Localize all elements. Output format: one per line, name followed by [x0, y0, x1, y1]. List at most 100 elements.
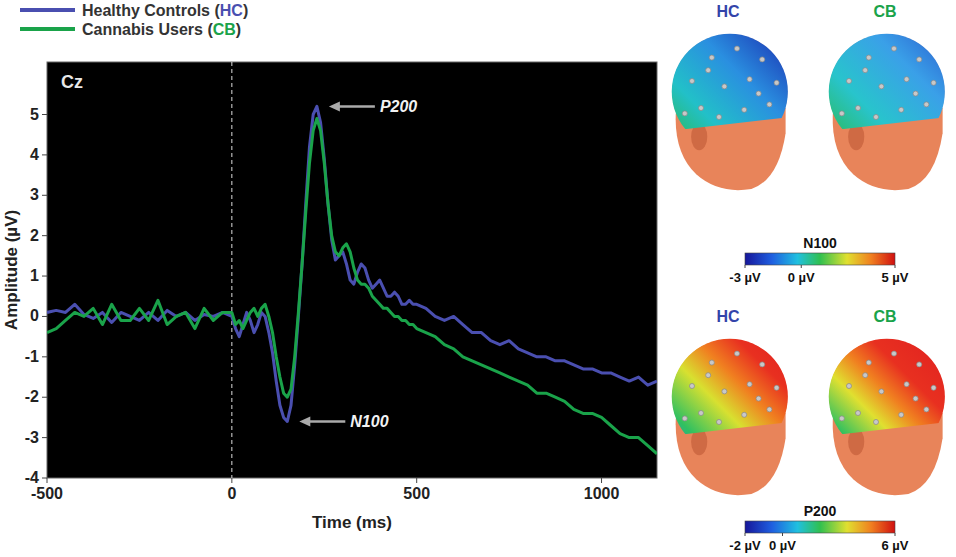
colorbar-tick-label: 6 µV [881, 538, 908, 553]
legend-swatch [20, 8, 75, 12]
topomap-panel: HCCBN100-3 µV0 µV5 µV [672, 3, 945, 285]
x-tick [416, 478, 417, 483]
electrode [742, 412, 747, 417]
electrode [682, 416, 687, 421]
y-tick [42, 316, 47, 317]
panel-label: CB [873, 308, 896, 325]
electrode [756, 396, 761, 401]
plot-area [47, 62, 657, 478]
electrode [756, 91, 761, 96]
electrode [734, 46, 739, 51]
scalp-map [829, 34, 945, 150]
y-tick-label: 0 [30, 307, 39, 324]
annotation-label: P200 [380, 98, 417, 115]
colorbar-tick [895, 533, 896, 536]
y-tick-label: -1 [25, 348, 39, 365]
figure: -50005001000-4-3-2-1012345Time (ms)Ampli… [0, 0, 956, 557]
electrode [716, 419, 721, 424]
head [672, 34, 788, 190]
electrode [734, 351, 739, 356]
colorbar-tick-label: 0 µV [769, 538, 796, 553]
legend-swatch [20, 27, 75, 31]
series-line [47, 119, 657, 454]
scalp-map [672, 34, 788, 150]
y-tick-label: -4 [25, 469, 39, 486]
electrode-label: Cz [61, 72, 83, 92]
electrode [899, 107, 904, 112]
y-tick-label: 2 [30, 227, 39, 244]
scalp-map [829, 339, 945, 455]
legend-label: Healthy Controls (HC) [82, 2, 248, 19]
electrode [767, 407, 772, 412]
annotation-arrow [337, 105, 375, 108]
electrode [747, 382, 752, 387]
electrode [767, 102, 772, 107]
y-tick [42, 276, 47, 277]
colorbar-title: N100 [803, 235, 837, 251]
electrode [904, 382, 909, 387]
y-tick-label: -3 [25, 429, 39, 446]
electrode [873, 114, 878, 119]
electrode [855, 410, 860, 415]
electrode [747, 77, 752, 82]
electrode [839, 416, 844, 421]
y-tick-label: 3 [30, 186, 39, 203]
x-tick-label: 0 [227, 485, 236, 502]
scalp-map [672, 339, 788, 455]
electrode [706, 373, 711, 378]
electrode [917, 362, 922, 367]
colorbar-title: P200 [804, 503, 837, 519]
electrode [706, 68, 711, 73]
electrode [709, 360, 714, 365]
electrode [855, 105, 860, 110]
electrode [709, 55, 714, 60]
y-tick [42, 437, 47, 438]
x-tick [47, 478, 48, 483]
electrode [716, 114, 721, 119]
electrode [689, 78, 694, 83]
legend-label: Cannabis Users (CB) [82, 21, 241, 38]
annotation-arrowhead [299, 416, 310, 426]
annotation-arrow [307, 420, 345, 423]
x-tick-label: 500 [403, 485, 430, 502]
electrode [689, 383, 694, 388]
colorbar-tick-label: -3 µV [729, 270, 761, 285]
y-tick [42, 114, 47, 115]
electrode [698, 410, 703, 415]
colorbar-tick [745, 533, 746, 536]
electrode [846, 78, 851, 83]
electrode [913, 91, 918, 96]
electrode [722, 389, 727, 394]
panel-label: HC [716, 3, 740, 20]
head [829, 34, 945, 190]
electrode [879, 389, 884, 394]
electrode [891, 46, 896, 51]
electrode [863, 68, 868, 73]
y-tick-label: 1 [30, 267, 39, 284]
x-tick [601, 478, 602, 483]
topomap-panel: HC CB P200 -2 µV 0 µV 6 µV [672, 308, 945, 553]
x-tick-label: 1000 [584, 485, 620, 502]
x-tick-label: -500 [31, 485, 63, 502]
colorbar-tick [745, 265, 746, 268]
colorbar [745, 253, 895, 265]
y-tick-label: 5 [30, 106, 39, 123]
colorbar-tick [801, 265, 802, 268]
event-line [231, 62, 232, 478]
colorbar [745, 521, 895, 533]
head [672, 339, 788, 495]
electrode [904, 77, 909, 82]
panel-label: HC [716, 308, 740, 325]
electrode [924, 102, 929, 107]
electrode [839, 111, 844, 116]
electrode [774, 385, 779, 390]
electrode [913, 396, 918, 401]
electrode [760, 362, 765, 367]
annotation-label: N100 [350, 413, 388, 430]
colorbar-tick-label: 0 µV [788, 270, 815, 285]
y-tick [42, 235, 47, 236]
electrode [698, 105, 703, 110]
colorbar-tick-label: -2 µV [729, 538, 761, 553]
x-tick [231, 478, 232, 483]
electrode [879, 84, 884, 89]
